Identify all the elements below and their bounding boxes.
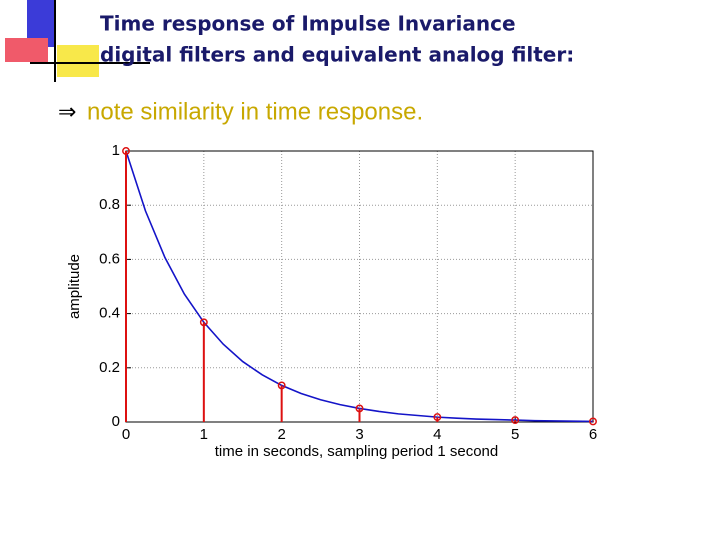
deco-red [5, 38, 48, 62]
stem-marker [433, 413, 442, 422]
stem-marker [122, 147, 130, 155]
x-tick-label: 5 [511, 426, 519, 443]
y-tick-label: 1 [112, 142, 120, 159]
x-tick-label: 2 [277, 426, 285, 443]
x-tick-label: 0 [122, 426, 130, 443]
title: Time response of Impulse Invariance [100, 12, 516, 36]
y-tick-label: 0.2 [99, 359, 120, 376]
x-tick-label: 4 [433, 426, 441, 443]
x-tick-label: 3 [355, 426, 363, 443]
y-tick-label: 0.8 [99, 196, 120, 213]
deco-yellow [57, 45, 99, 77]
stem-marker [277, 381, 286, 390]
stem-marker [589, 417, 597, 426]
title: digital filters and equivalent analog fi… [100, 43, 574, 67]
x-tick-label: 6 [589, 426, 597, 443]
y-tick-label: 0.6 [99, 250, 120, 267]
y-tick-label: 0.4 [99, 305, 120, 322]
x-axis-label: time in seconds, sampling period 1 secon… [215, 443, 499, 460]
y-axis-label: amplitude [66, 254, 83, 319]
stem-marker [511, 416, 520, 425]
x-tick-label: 1 [200, 426, 208, 443]
bullet-text: note similarity in time response. [87, 98, 423, 125]
stem-marker [355, 404, 364, 413]
bullet-marker: ⇒ [58, 100, 76, 125]
stem-marker [199, 318, 208, 327]
y-tick-label: 0 [112, 413, 120, 430]
chart: 0 1 2 3 4 5 6 0 0.2 0.4 0.6 0.8 1 time in seconds, sa… [66, 142, 597, 460]
